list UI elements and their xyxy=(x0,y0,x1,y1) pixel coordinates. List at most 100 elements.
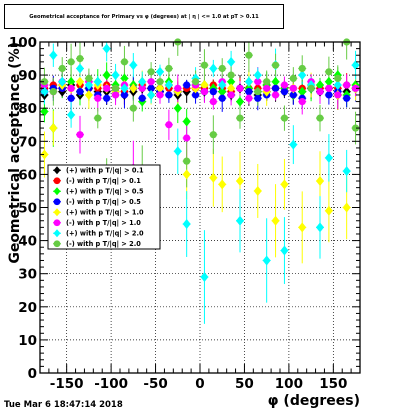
data-point xyxy=(84,89,93,100)
data-point xyxy=(245,51,253,59)
data-point xyxy=(147,84,155,92)
data-point xyxy=(351,124,360,132)
axis-ticks: 0 10 20 30 40 50 60 70 80 90 100 -150 -100 -50 0 50 100 1… xyxy=(9,35,361,392)
y-tick-label: 50 xyxy=(18,201,37,217)
data-point xyxy=(209,172,218,183)
data-point xyxy=(85,74,93,83)
y-tick-label: 80 xyxy=(18,101,37,117)
data-point xyxy=(138,76,147,87)
data-point xyxy=(254,88,262,96)
x-axis-title: φ (degrees) xyxy=(268,393,360,409)
data-point xyxy=(325,91,333,99)
data-point xyxy=(156,78,164,86)
data-point xyxy=(209,131,217,139)
data-point xyxy=(200,80,209,91)
legend-label: (-) with p T/|q| > 0.1 xyxy=(66,177,141,186)
data-point xyxy=(58,64,66,73)
data-point xyxy=(333,80,342,91)
data-point xyxy=(324,76,333,87)
data-point xyxy=(236,215,244,226)
data-point xyxy=(76,54,84,63)
data-point xyxy=(165,64,173,73)
data-point xyxy=(325,84,333,92)
data-point xyxy=(324,205,333,216)
data-point xyxy=(298,97,306,106)
legend-label: (-) with p T/|q| > 2.0 xyxy=(66,240,141,249)
data-point xyxy=(147,89,156,100)
x-tick-label: -150 xyxy=(50,376,84,392)
data-point xyxy=(76,131,84,139)
footer-timestamp: Tue Mar 6 18:47:14 2018 xyxy=(4,400,123,410)
data-point xyxy=(316,176,324,187)
data-point xyxy=(200,272,209,283)
data-point xyxy=(182,219,191,230)
legend-marker xyxy=(53,229,61,238)
legend-marker xyxy=(53,208,61,217)
legend-label: (-) with p T/|q| > 1.0 xyxy=(66,219,141,228)
legend-marker xyxy=(53,219,61,227)
data-point xyxy=(218,179,227,190)
y-tick-label: 10 xyxy=(18,333,37,349)
data-point xyxy=(245,94,253,102)
data-point xyxy=(209,97,217,106)
data-point xyxy=(174,84,182,92)
data-point xyxy=(289,91,297,99)
data-point xyxy=(343,94,351,102)
data-point xyxy=(236,176,244,187)
data-point xyxy=(253,70,262,81)
data-point xyxy=(289,74,297,83)
legend: (+) with p T/|q| > 0.1(-) with p T/|q| >… xyxy=(47,164,161,250)
data-point xyxy=(218,86,227,97)
data-point xyxy=(316,222,324,233)
y-tick-label: 100 xyxy=(9,35,37,51)
y-tick-label: 30 xyxy=(18,267,37,283)
legend-label: (+) with p T/|q| > 0.1 xyxy=(66,167,144,176)
data-point xyxy=(289,139,298,150)
data-point xyxy=(76,76,84,87)
data-point xyxy=(227,76,236,87)
x-tick-label: 50 xyxy=(235,376,254,392)
y-tick-label: 60 xyxy=(18,167,37,183)
legend-marker xyxy=(53,187,61,196)
x-tick-label: -100 xyxy=(94,376,128,392)
data-point xyxy=(183,157,191,165)
data-point xyxy=(156,66,164,77)
data-point xyxy=(102,70,111,81)
data-point xyxy=(253,185,262,196)
data-point xyxy=(307,84,315,92)
data-point xyxy=(227,71,235,79)
legend-label: (+) with p T/|q| > 1.0 xyxy=(66,209,144,218)
data-point xyxy=(76,88,84,96)
y-tick-label: 0 xyxy=(28,366,37,382)
data-point xyxy=(218,64,226,73)
legend-marker xyxy=(53,166,61,175)
data-point xyxy=(94,114,102,122)
data-point xyxy=(298,86,307,97)
data-point xyxy=(120,58,129,66)
data-point xyxy=(298,222,307,233)
data-point xyxy=(164,80,173,91)
data-point xyxy=(334,74,342,83)
data-point xyxy=(342,166,351,177)
data-point xyxy=(102,43,111,54)
data-point xyxy=(103,94,111,102)
data-point xyxy=(280,81,289,89)
data-point xyxy=(218,94,226,102)
data-point xyxy=(227,56,236,67)
data-point xyxy=(271,84,280,92)
data-point xyxy=(254,94,262,102)
data-point xyxy=(227,91,235,99)
data-point xyxy=(111,70,120,81)
data-point xyxy=(254,78,262,86)
data-point xyxy=(40,149,49,160)
data-point xyxy=(40,78,49,86)
data-point xyxy=(209,88,217,96)
data-point xyxy=(183,81,191,89)
data-point xyxy=(156,83,164,94)
data-point xyxy=(67,76,76,87)
data-point xyxy=(165,121,173,129)
legend-label: (-) with p T/|q| > 0.5 xyxy=(66,198,141,207)
x-tick-label: 150 xyxy=(319,376,347,392)
legend-marker xyxy=(53,240,61,248)
